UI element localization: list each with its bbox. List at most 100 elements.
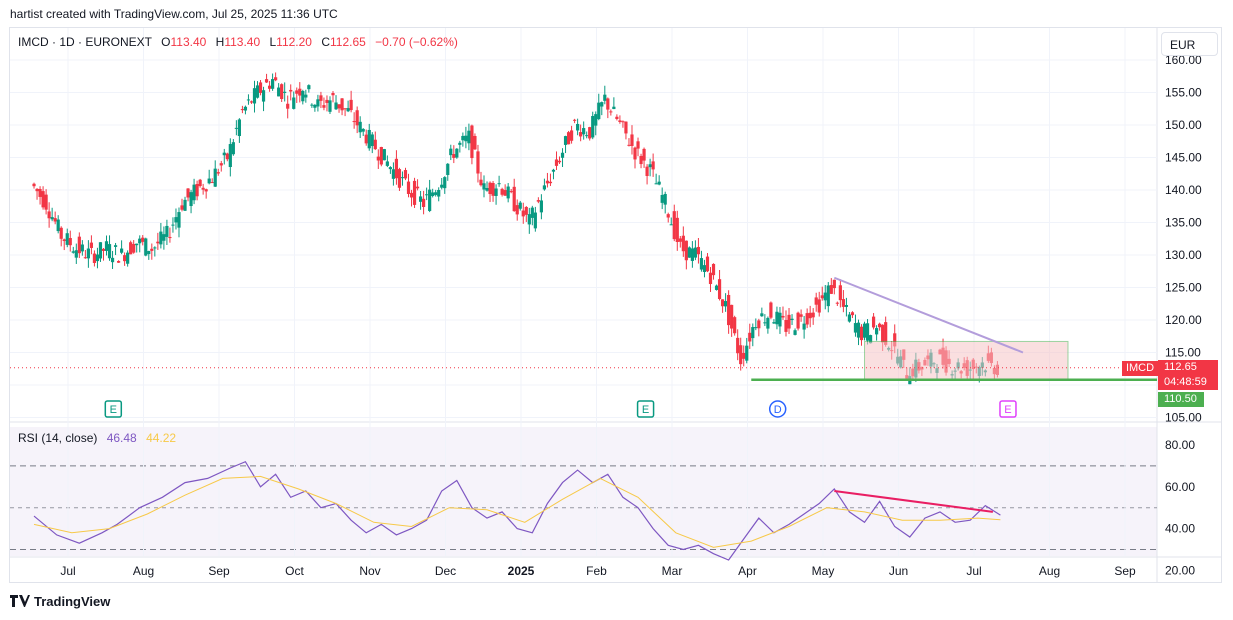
candle-body xyxy=(573,119,577,121)
time-tick-label: May xyxy=(812,564,835,578)
candle-body xyxy=(681,235,685,252)
candle-body xyxy=(44,194,48,210)
footer-brand[interactable]: TradingView xyxy=(10,594,110,610)
candle-body xyxy=(352,121,356,123)
candle-body xyxy=(588,127,592,139)
candle-body xyxy=(826,285,830,307)
candle-body xyxy=(292,97,296,109)
candle-body xyxy=(141,237,145,242)
candle-body xyxy=(129,242,133,255)
candle-body xyxy=(856,322,861,338)
candle-body xyxy=(654,183,658,185)
candle-body xyxy=(165,225,169,237)
candle-body xyxy=(500,188,504,195)
candle-body xyxy=(252,88,257,104)
candle-body xyxy=(799,314,803,317)
earnings-marker xyxy=(999,400,1017,418)
candle-body xyxy=(479,179,483,186)
candle-body xyxy=(868,335,873,344)
candle-body xyxy=(132,243,136,253)
dividend-marker xyxy=(768,400,787,418)
candle-body xyxy=(844,305,849,307)
candle-body xyxy=(246,99,251,101)
candle-body xyxy=(569,130,574,141)
candle-body xyxy=(440,184,444,188)
candle-body xyxy=(871,316,876,328)
candle-body xyxy=(189,192,193,207)
symbol-legend: IMCD · 1D · EURONEXT O113.40 H113.40 L11… xyxy=(18,35,458,49)
candle-body xyxy=(183,199,187,211)
candle-body xyxy=(494,188,498,196)
candle-body xyxy=(331,93,335,96)
candle-body xyxy=(491,183,495,196)
candle-body xyxy=(624,121,628,134)
candle-body xyxy=(186,188,190,198)
rsi-line xyxy=(33,460,1001,561)
candle-body xyxy=(582,128,586,135)
candle-body xyxy=(503,190,507,196)
candle-body xyxy=(207,178,211,184)
candle-body xyxy=(177,212,181,228)
candle-body xyxy=(304,94,308,98)
candle-body xyxy=(264,79,269,83)
candle-body xyxy=(621,121,625,123)
candle-body xyxy=(388,167,392,170)
price-tick-label: 115.00 xyxy=(1165,346,1201,360)
candle-body xyxy=(355,110,359,126)
candle-body xyxy=(645,166,649,176)
candle-body xyxy=(452,154,456,158)
candle-body xyxy=(168,237,172,239)
rsi-tick-label: 80.00 xyxy=(1165,438,1195,452)
currency-button[interactable]: EUR xyxy=(1161,32,1218,56)
candle-body xyxy=(458,142,462,145)
candle-body xyxy=(349,99,353,111)
candle-body xyxy=(757,320,761,329)
range-box xyxy=(864,340,1069,381)
candle-body xyxy=(754,327,758,329)
candle-body xyxy=(763,322,767,324)
candle-body xyxy=(391,169,396,179)
candle-body xyxy=(615,116,619,119)
candle-body xyxy=(83,257,87,259)
candle-body xyxy=(449,148,453,156)
candle-body xyxy=(337,104,341,109)
candle-body xyxy=(690,248,694,261)
candle-body xyxy=(74,250,78,258)
candle-body xyxy=(805,313,809,325)
candle-body xyxy=(488,182,492,195)
candle-body xyxy=(325,99,329,103)
candle-body xyxy=(71,251,75,253)
candle-body xyxy=(736,337,740,354)
candle-body xyxy=(554,159,559,166)
candle-body xyxy=(576,123,580,131)
candle-body xyxy=(859,326,864,341)
time-tick-label: Sep xyxy=(1114,564,1136,578)
candle-body xyxy=(497,183,501,185)
candle-body xyxy=(772,322,776,324)
candle-body xyxy=(422,198,426,207)
candle-body xyxy=(328,100,332,112)
open-value: 113.40 xyxy=(170,35,207,49)
candle-body xyxy=(702,265,707,272)
candle-body xyxy=(633,147,637,160)
candle-body xyxy=(823,292,827,301)
candle-body xyxy=(201,187,205,190)
candle-body xyxy=(684,240,688,261)
candle-body xyxy=(267,85,272,89)
candle-body xyxy=(627,144,631,146)
candle-body xyxy=(280,84,284,100)
candle-body xyxy=(428,189,432,211)
rsi-ma-value: 44.22 xyxy=(146,431,177,445)
candle-body xyxy=(35,188,39,192)
candle-body xyxy=(295,90,299,94)
candle-body xyxy=(657,181,661,185)
rsi-indicator-name[interactable]: RSI (14, close) xyxy=(18,431,98,445)
price-tick-label: 120.00 xyxy=(1165,313,1202,327)
candle-body xyxy=(832,279,836,289)
candle-body xyxy=(536,200,540,202)
symbol-name[interactable]: IMCD · 1D · EURONEXT xyxy=(18,35,152,49)
candle-body xyxy=(675,217,679,242)
candle-body xyxy=(727,294,731,326)
candle-body xyxy=(301,90,305,102)
